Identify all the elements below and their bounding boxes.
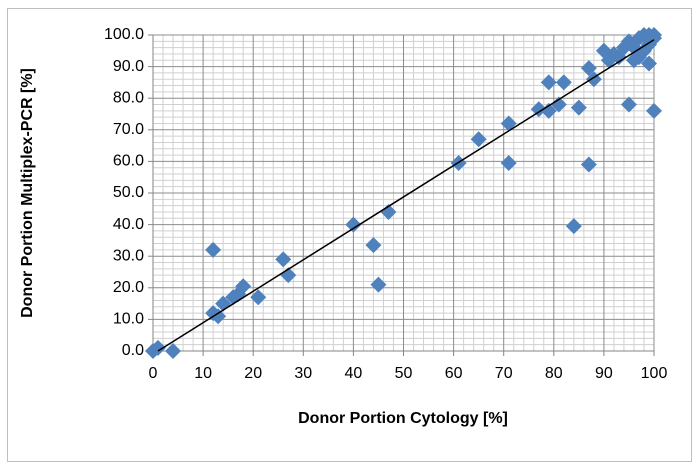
- x-tick-label: 70: [495, 365, 513, 382]
- point: [470, 131, 487, 148]
- point: [550, 96, 567, 113]
- point: [540, 102, 557, 119]
- point: [380, 203, 397, 220]
- y-tick-label: 10.0: [113, 311, 144, 328]
- point: [540, 74, 557, 91]
- point: [205, 241, 222, 258]
- x-axis-label: Donor Portion Cytology [%]: [298, 410, 508, 427]
- y-tick-label: 80.0: [113, 89, 144, 106]
- point: [580, 60, 597, 77]
- point: [646, 102, 662, 119]
- x-tick-label: 50: [395, 365, 413, 382]
- point: [500, 115, 517, 132]
- x-tick-label: 100: [641, 365, 668, 382]
- point: [365, 237, 382, 254]
- y-tick-label: 100.0: [104, 26, 144, 43]
- x-tick-label: 40: [345, 365, 363, 382]
- y-tick-label: 90.0: [113, 58, 144, 75]
- y-tick-label: 0.0: [122, 342, 144, 359]
- point: [630, 49, 647, 66]
- point: [150, 339, 167, 356]
- point: [210, 308, 227, 325]
- x-tick-label: 80: [545, 365, 563, 382]
- y-tick-label: 30.0: [113, 247, 144, 264]
- y-tick-label: 20.0: [113, 279, 144, 296]
- x-tick-label: 30: [294, 365, 312, 382]
- x-tick-label: 0: [149, 365, 158, 382]
- point: [165, 343, 182, 359]
- point: [235, 278, 252, 295]
- point: [345, 216, 362, 233]
- y-tick-label: 70.0: [113, 121, 144, 138]
- x-tick-label: 60: [445, 365, 463, 382]
- point: [370, 276, 387, 293]
- y-tick-label: 60.0: [113, 153, 144, 170]
- trendline: [157, 39, 655, 352]
- x-tick-label: 20: [244, 365, 262, 382]
- x-tick-label: 90: [595, 365, 613, 382]
- point: [580, 156, 597, 173]
- y-axis-label: Donor Portion Multiplex-PCR [%]: [19, 68, 36, 318]
- point: [570, 99, 587, 116]
- point: [275, 251, 292, 268]
- point: [565, 218, 582, 235]
- y-tick-label: 50.0: [113, 184, 144, 201]
- point: [555, 74, 572, 91]
- point: [250, 289, 267, 306]
- y-tick-label: 40.0: [113, 216, 144, 233]
- point: [620, 96, 637, 113]
- point: [500, 154, 517, 171]
- x-tick-label: 10: [194, 365, 212, 382]
- point: [530, 101, 547, 118]
- point: [640, 55, 657, 72]
